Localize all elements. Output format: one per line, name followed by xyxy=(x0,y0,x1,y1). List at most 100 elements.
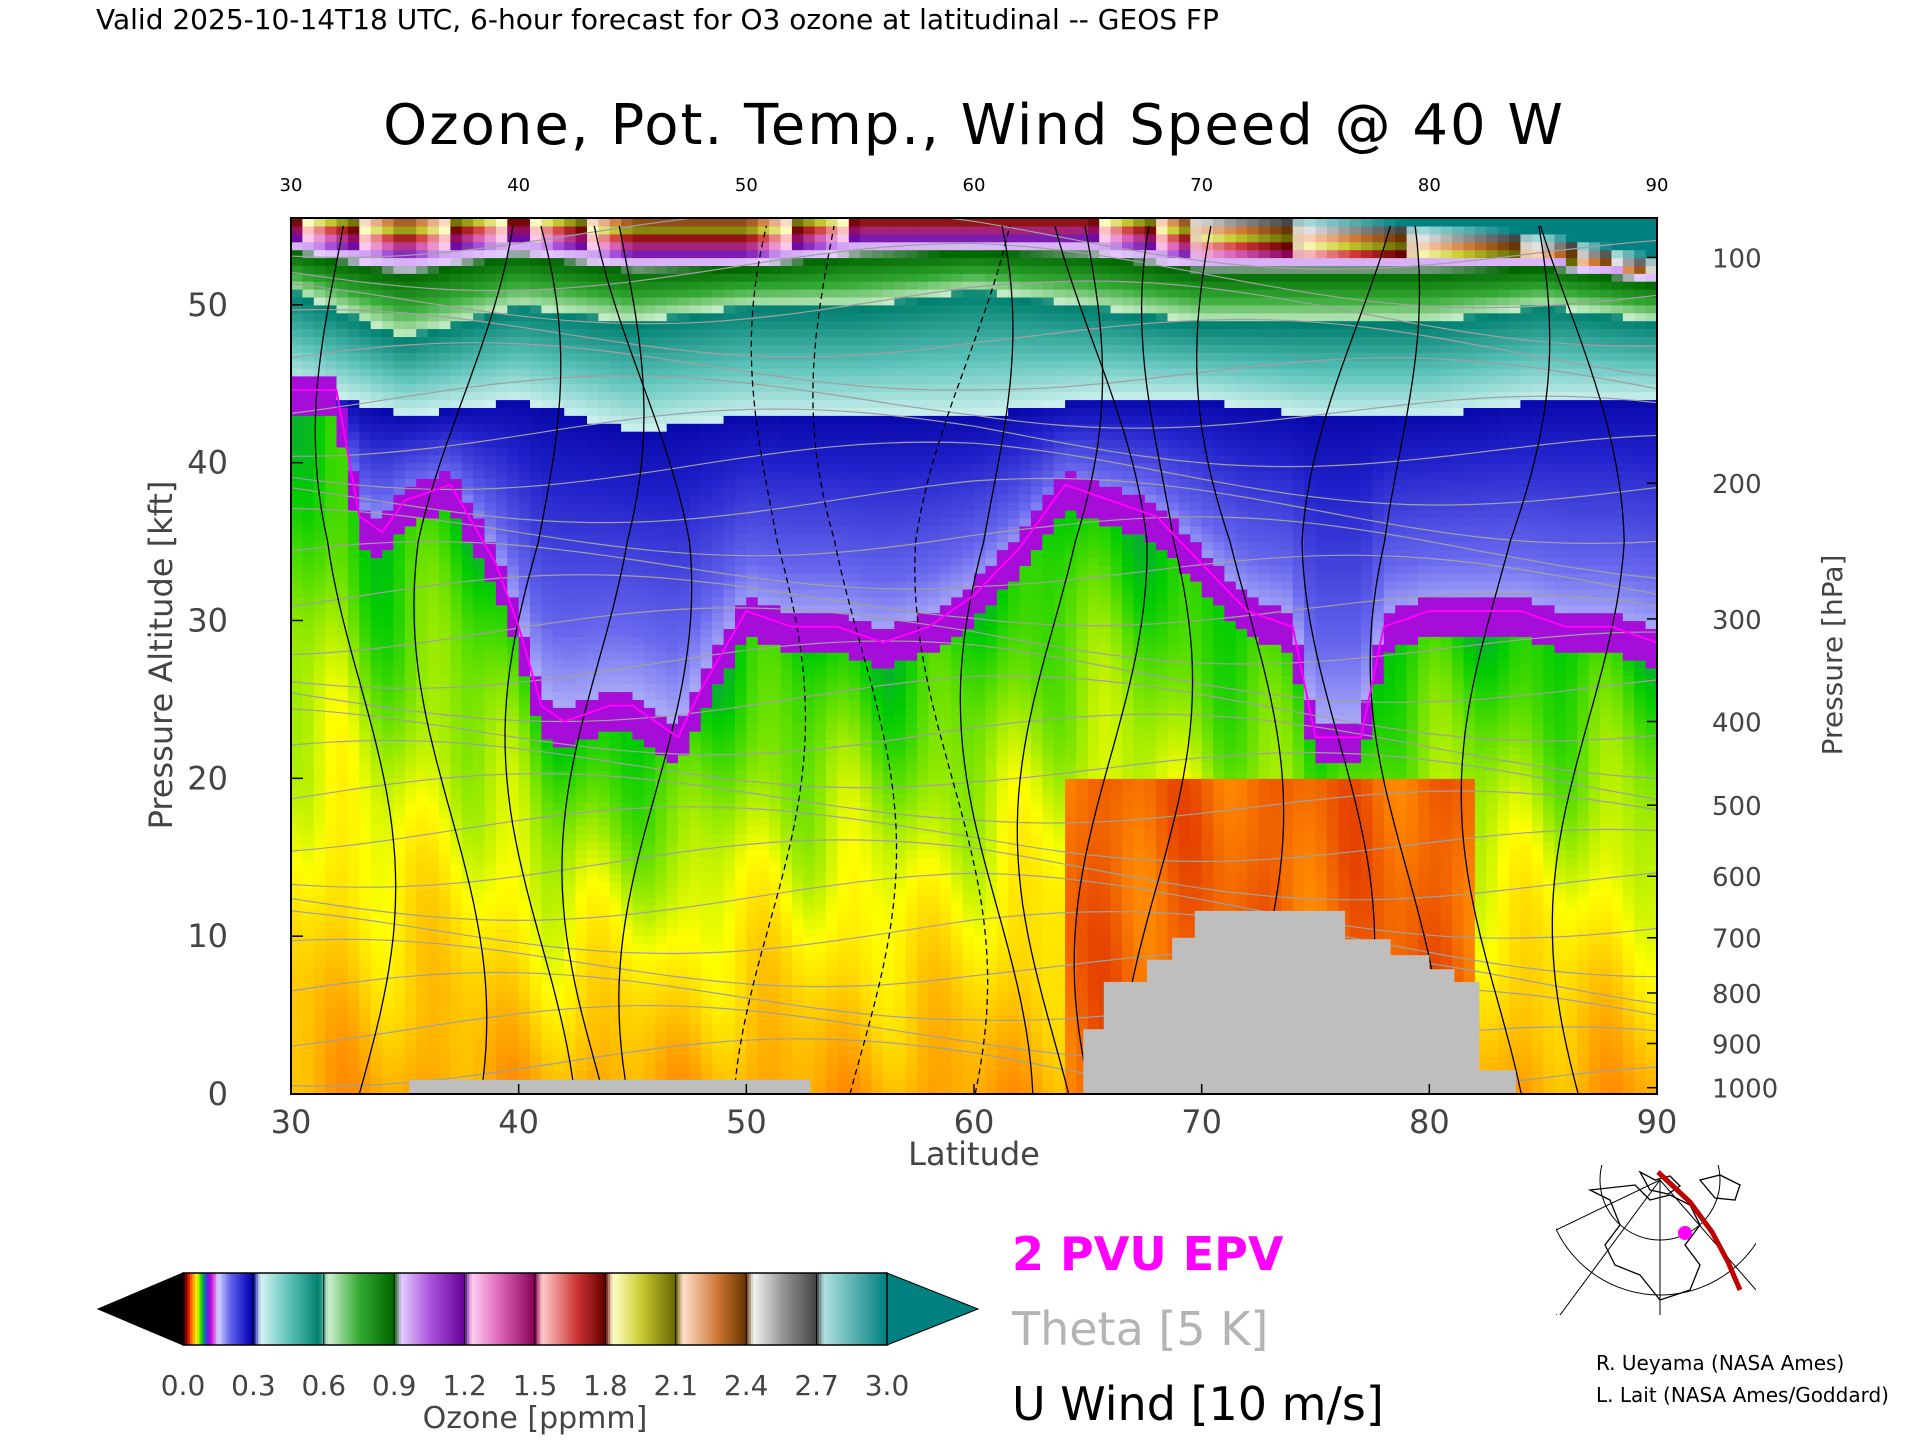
ozone-cell xyxy=(587,233,599,243)
ozone-cell xyxy=(791,549,804,558)
ozone-cell xyxy=(723,328,736,337)
ozone-cell xyxy=(655,778,668,787)
ozone-cell xyxy=(518,273,531,282)
ozone-cell xyxy=(791,257,804,266)
ozone-cell xyxy=(404,1030,417,1040)
ozone-cell xyxy=(416,494,429,503)
ozone-cell xyxy=(769,825,782,835)
ozone-cell xyxy=(404,920,417,929)
ozone-cell xyxy=(495,399,508,408)
ozone-cell xyxy=(507,257,520,266)
ozone-cell xyxy=(541,904,554,914)
ozone-cell xyxy=(700,233,713,243)
ozone-cell xyxy=(495,218,508,227)
ozone-cell xyxy=(416,888,429,898)
ozone-cell xyxy=(541,612,554,622)
ozone-cell xyxy=(473,794,486,803)
ozone-cell xyxy=(587,983,599,992)
ozone-cell xyxy=(393,241,406,251)
ozone-cell xyxy=(769,644,782,653)
ozone-cell xyxy=(359,423,372,432)
ozone-cell xyxy=(359,462,372,472)
ozone-cell xyxy=(404,754,417,764)
ozone-cell xyxy=(791,659,804,669)
ozone-cell xyxy=(791,225,804,235)
ozone-cell xyxy=(621,912,634,921)
ozone-cell xyxy=(404,336,417,345)
ozone-cell xyxy=(336,446,349,456)
ozone-cell xyxy=(291,817,303,827)
ozone-cell xyxy=(643,391,656,401)
ozone-cell xyxy=(507,281,520,290)
ozone-cell xyxy=(598,644,611,653)
ozone-cell xyxy=(643,1038,656,1048)
ozone-cell xyxy=(587,391,599,401)
ozone-cell xyxy=(495,1062,508,1071)
ozone-cell xyxy=(712,975,725,985)
ozone-cell xyxy=(416,352,429,361)
ozone-cell xyxy=(416,746,429,756)
valid-time-header: Valid 2025-10-14T18 UTC, 6-hour forecast… xyxy=(96,3,1219,36)
ozone-cell xyxy=(325,691,338,700)
ozone-cell xyxy=(655,912,668,921)
ozone-cell xyxy=(313,517,326,527)
ozone-cell xyxy=(678,281,690,290)
ozone-cell xyxy=(780,225,793,235)
ozone-cell xyxy=(700,794,713,803)
ozone-cell xyxy=(587,841,599,850)
ozone-cell xyxy=(416,738,429,748)
ozone-cell xyxy=(484,1030,497,1040)
ozone-cell xyxy=(769,904,782,914)
ozone-cell xyxy=(393,257,406,266)
ozone-cell xyxy=(769,967,782,977)
ozone-cell xyxy=(689,778,702,787)
ozone-cell xyxy=(484,731,497,740)
ozone-cell xyxy=(473,462,486,472)
ozone-cell xyxy=(393,944,406,953)
ozone-cell xyxy=(655,951,668,961)
ozone-cell xyxy=(439,218,451,227)
ozone-cell xyxy=(575,873,588,882)
ozone-cell xyxy=(598,565,611,574)
ozone-cell xyxy=(621,778,634,787)
ozone-cell xyxy=(370,667,383,677)
ozone-cell xyxy=(313,944,326,953)
ozone-cell xyxy=(769,1007,782,1016)
ozone-cell xyxy=(598,1062,611,1071)
ozone-cell xyxy=(575,896,588,906)
ozone-cell xyxy=(473,328,486,337)
ozone-cell xyxy=(609,557,622,566)
ozone-cell xyxy=(382,1078,395,1087)
ozone-cell xyxy=(359,296,372,306)
ozone-cell xyxy=(643,281,656,290)
ozone-cell xyxy=(575,841,588,850)
ozone-cell xyxy=(769,1070,782,1079)
ozone-cell xyxy=(780,478,793,487)
ozone-cell xyxy=(439,565,451,574)
ozone-cell xyxy=(518,218,531,227)
ozone-cell xyxy=(700,510,713,519)
ozone-cell xyxy=(302,967,315,977)
ozone-cell xyxy=(598,865,611,874)
ozone-cell xyxy=(427,873,440,882)
ozone-cell xyxy=(347,304,360,314)
ozone-cell xyxy=(655,399,668,408)
ozone-cell xyxy=(541,273,554,282)
ozone-cell xyxy=(382,588,395,598)
ozone-cell xyxy=(735,588,747,598)
ozone-cell xyxy=(382,541,395,551)
ozone-cell xyxy=(712,620,725,629)
ozone-cell xyxy=(427,707,440,716)
ozone-cell xyxy=(404,857,417,866)
ozone-cell xyxy=(678,399,690,408)
ozone-cell xyxy=(473,1023,486,1032)
ozone-cell xyxy=(302,1054,315,1063)
ozone-cell xyxy=(473,865,486,874)
ozone-cell xyxy=(416,825,429,835)
ozone-cell xyxy=(735,360,747,369)
ozone-cell xyxy=(541,841,554,850)
ozone-cell xyxy=(735,841,747,850)
ozone-cell xyxy=(541,573,554,582)
ozone-cell xyxy=(427,612,440,622)
ozone-cell xyxy=(313,699,326,708)
